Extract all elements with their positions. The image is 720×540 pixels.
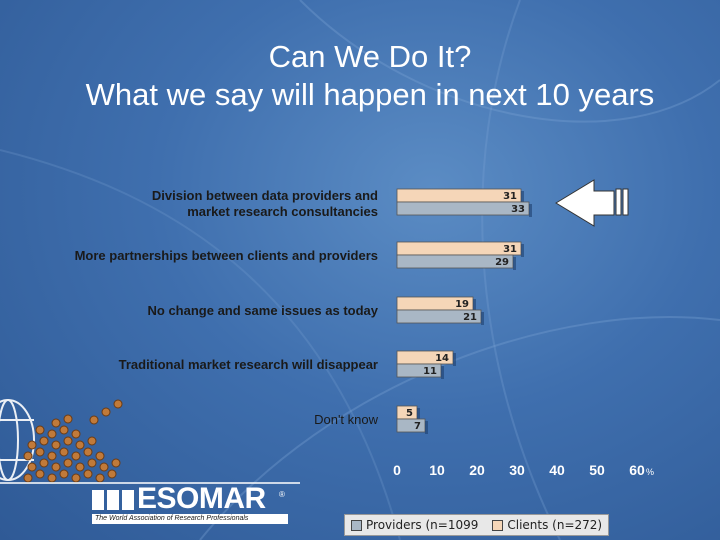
arrow-tail-bar-1 [615, 188, 622, 216]
data-label-clients-4: 5 [406, 408, 413, 419]
category-label-1-line-0: More partnerships between clients and pr… [75, 248, 378, 263]
data-label-providers-0: 33 [511, 204, 525, 215]
logo-dot-8 [35, 425, 45, 435]
bar-shadow-clients-0 [521, 191, 524, 204]
logo-dot-22 [75, 462, 85, 472]
x-tick-0: 0 [393, 462, 401, 478]
logo-dot-20 [63, 414, 73, 424]
logo-dot-17 [59, 447, 69, 457]
logo-dot-36 [101, 407, 111, 417]
category-label-4-line-0: Don't know [314, 412, 379, 427]
x-unit-label: % [646, 467, 654, 477]
logo-dot-1 [27, 462, 37, 472]
bar-shadow-clients-3 [453, 353, 456, 366]
logo-dot-32 [95, 451, 105, 461]
logo-dot-29 [87, 436, 97, 446]
logo-dot-7 [39, 436, 49, 446]
bar-shadow-clients-4 [417, 408, 420, 421]
page-title: Can We Do It? What we say will happen in… [0, 38, 720, 114]
x-tick-10: 10 [429, 462, 445, 478]
data-label-clients-1: 31 [503, 244, 517, 255]
logo-dot-34 [111, 458, 121, 468]
data-label-providers-4: 7 [414, 421, 421, 432]
logo-dot-26 [83, 469, 93, 479]
x-tick-30: 30 [509, 462, 525, 478]
x-tick-40: 40 [549, 462, 565, 478]
esomar-logo-blocks [92, 490, 136, 510]
logo-dot-10 [51, 462, 61, 472]
logo-dot-9 [47, 473, 57, 483]
logo-dot-28 [83, 447, 93, 457]
legend-item-providers: Providers (n=1099 [351, 518, 478, 532]
logo-dot-25 [71, 429, 81, 439]
logo-dot-37 [89, 415, 99, 425]
category-label-0-line-0: Division between data providers and [152, 188, 378, 203]
title-line-2: What we say will happen in next 10 years [85, 77, 655, 112]
logo-dot-2 [23, 451, 33, 461]
title-line-1: Can We Do It? [268, 39, 472, 74]
bar-shadow-clients-2 [473, 299, 476, 312]
logo-dot-27 [87, 458, 97, 468]
category-label-2-line-0: No change and same issues as today [148, 303, 379, 318]
bar-shadow-providers-3 [441, 366, 444, 379]
bar-shadow-providers-1 [513, 257, 516, 270]
data-label-providers-1: 29 [495, 257, 509, 268]
arrow-tail-bar-2 [622, 188, 629, 216]
logo-dot-4 [35, 469, 45, 479]
data-label-clients-0: 31 [503, 191, 517, 202]
x-tick-labels: 0 10 20 30 40 50 60% [393, 462, 654, 478]
legend-swatch-providers [351, 519, 362, 531]
legend-label-providers: Providers (n=1099 [366, 518, 479, 532]
logo-dot-30 [95, 473, 105, 483]
bars: 31 33 31 29 19 21 14 11 57 [396, 188, 532, 434]
logo-dot-14 [51, 418, 61, 428]
bar-providers-0 [396, 201, 530, 216]
category-labels: Division between data providers andmarke… [75, 188, 379, 427]
legend-swatch-clients [492, 519, 504, 531]
chart-legend: Providers (n=1099 Clients (n=272) [344, 514, 610, 536]
logo-dot-13 [47, 429, 57, 439]
logo-dot-24 [75, 440, 85, 450]
logo-dot-3 [27, 440, 37, 450]
bar-shadow-clients-1 [521, 244, 524, 257]
logo-dot-15 [59, 469, 69, 479]
data-label-providers-2: 21 [463, 312, 477, 323]
data-label-clients-3: 14 [435, 353, 449, 364]
logo-dot-19 [59, 425, 69, 435]
data-label-clients-2: 19 [455, 299, 469, 310]
logo-dot-11 [47, 451, 57, 461]
logo-dot-12 [51, 440, 61, 450]
x-tick-60: 60 [629, 462, 645, 478]
logo-dot-6 [35, 447, 45, 457]
arrow-annotation [555, 179, 629, 227]
logo-dot-31 [99, 462, 109, 472]
logo-dot-21 [71, 473, 81, 483]
logo-dot-23 [71, 451, 81, 461]
x-tick-50: 50 [589, 462, 605, 478]
logo-dot-33 [107, 469, 117, 479]
logo-dot-5 [39, 458, 49, 468]
logo-dot-35 [113, 399, 123, 409]
data-label-providers-3: 11 [423, 366, 437, 377]
bar-shadow-providers-4 [425, 421, 428, 434]
arrow-icon [555, 179, 615, 227]
x-tick-20: 20 [469, 462, 485, 478]
esomar-dot-globe-logo [0, 399, 300, 484]
legend-item-clients: Clients (n=272) [492, 518, 602, 532]
category-label-0-line-1: market research consultancies [187, 204, 378, 219]
esomar-tagline: The World Association of Research Profes… [92, 514, 288, 524]
esomar-registered-mark: ® [279, 490, 285, 499]
logo-dot-16 [63, 458, 73, 468]
logo-dot-0 [23, 473, 33, 483]
esomar-wordmark: ESOMAR [137, 482, 266, 515]
category-label-3-line-0: Traditional market research will disappe… [119, 357, 378, 372]
legend-label-clients: Clients (n=272) [507, 518, 603, 532]
bar-shadow-providers-2 [481, 312, 484, 325]
logo-dot-18 [63, 436, 73, 446]
bar-shadow-providers-0 [529, 204, 532, 217]
